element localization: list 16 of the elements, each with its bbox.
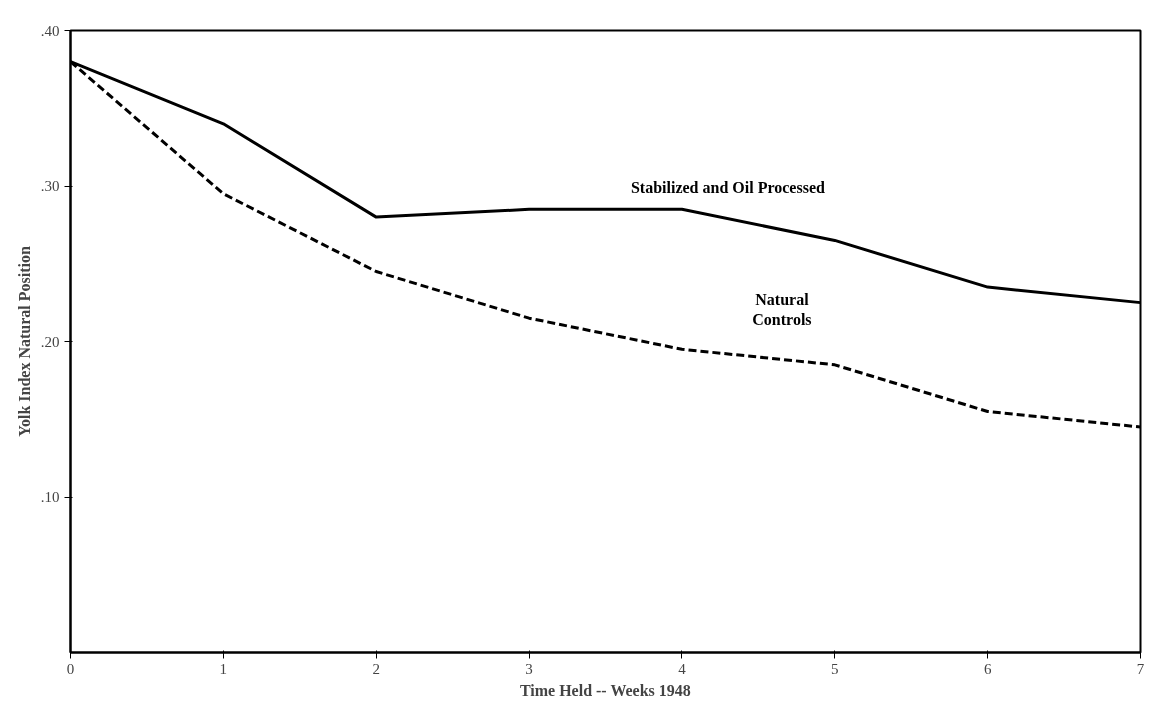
x-tick-label: 0 <box>66 660 75 677</box>
series-label: Natural Controls <box>752 290 812 328</box>
x-tick-label: 6 <box>983 660 992 677</box>
x-tick-label: 7 <box>1136 660 1145 677</box>
x-axis-title: Time Held -- Weeks 1948 <box>519 681 691 699</box>
y-tick-label: .30 <box>40 178 60 194</box>
y-tick-label: .20 <box>40 333 60 350</box>
x-tick-label: 4 <box>678 660 687 677</box>
series-label: Stabilized and Oil Processed <box>630 178 825 196</box>
y-tick-label: .40 <box>40 22 60 39</box>
x-tick-label: 3 <box>525 660 533 677</box>
y-axis-title: Yolk Index Natural Position <box>15 246 33 437</box>
y-tick-label: .10 <box>40 489 60 505</box>
x-tick-label: 5 <box>831 660 839 677</box>
x-tick-label: 2 <box>372 660 380 677</box>
x-tick-label: 1 <box>219 660 228 677</box>
